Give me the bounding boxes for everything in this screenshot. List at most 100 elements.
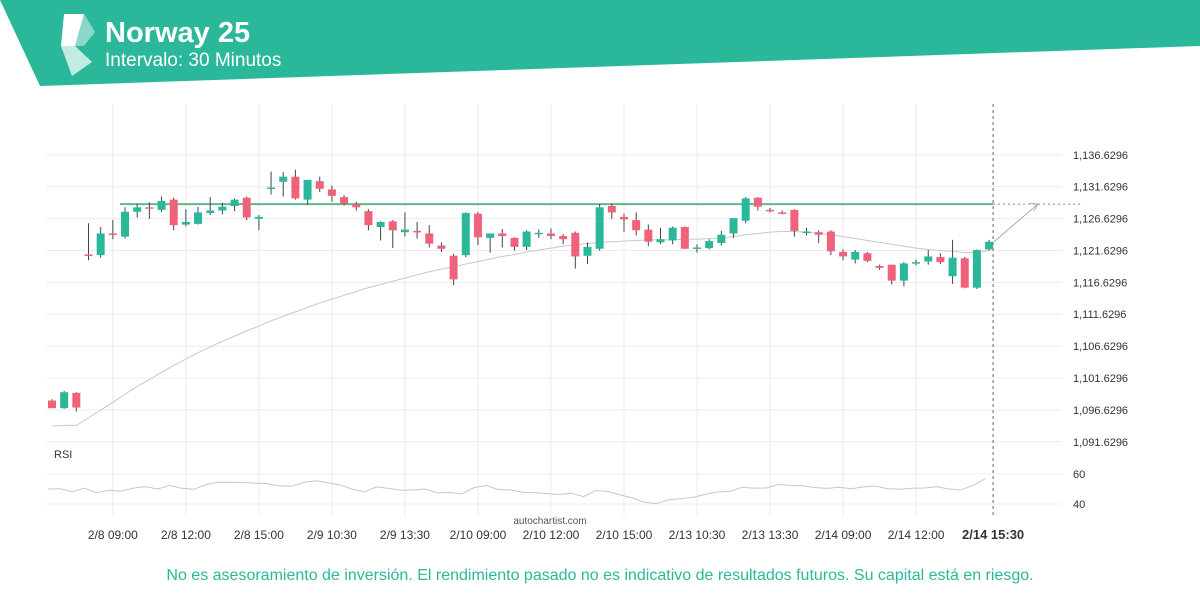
candle-body: [790, 209, 799, 231]
candle-body: [473, 213, 482, 238]
rsi-tick-label: 40: [1073, 499, 1085, 511]
candle-body: [60, 392, 69, 409]
watermark: autochartist.com: [513, 516, 586, 527]
candle-body: [194, 212, 203, 224]
candle-body: [291, 176, 300, 199]
candle-body: [644, 229, 653, 242]
candle-body: [559, 236, 568, 240]
candle-body: [145, 207, 154, 209]
candle-body: [437, 245, 446, 249]
candle-body: [948, 257, 957, 277]
candle-body: [778, 212, 787, 214]
moving-average-line: [51, 231, 990, 427]
grid-lines: [46, 104, 1062, 516]
candle-body: [388, 221, 397, 231]
candle-body: [668, 227, 677, 241]
candle-body: [352, 204, 361, 208]
y-tick-label: 1,121.6296: [1073, 245, 1128, 257]
resistance-level: [120, 202, 1082, 243]
x-tick-label: 2/10 12:00: [523, 528, 580, 542]
banner-background: [0, 0, 1200, 86]
candle-body: [717, 234, 726, 244]
rsi-panel: [47, 478, 986, 505]
candle-body: [546, 233, 555, 236]
candle-body: [729, 218, 738, 234]
candle-body: [766, 209, 775, 212]
moving-average: [51, 231, 990, 427]
candle-body: [583, 246, 592, 256]
page-title: Norway 25: [105, 17, 251, 49]
candle-body: [741, 198, 750, 221]
candle-body: [108, 233, 117, 235]
candle-body: [936, 257, 945, 263]
candle-body: [619, 216, 628, 220]
y-tick-label: 1,136.6296: [1073, 150, 1128, 162]
candle-body: [157, 200, 166, 210]
candle-body: [425, 233, 434, 244]
candle-body: [230, 199, 239, 207]
candle-body: [595, 207, 604, 249]
x-tick-label: 2/9 10:30: [307, 528, 357, 542]
candle-body: [814, 232, 823, 235]
candle-body: [839, 251, 848, 257]
disclaimer: No es asesoramiento de inversión. El ren…: [166, 567, 1034, 584]
projection-arrow: [1029, 202, 1039, 212]
candle-body: [826, 231, 835, 252]
rsi-label: RSI: [54, 449, 72, 461]
price-chart: 1,136.6296 1,131.6296 1,126.6296 1,121.6296…: [46, 104, 1128, 542]
candle-body: [303, 179, 312, 200]
candle-body: [48, 400, 56, 409]
candle-body: [400, 229, 409, 233]
brand-logo-icon: [61, 14, 95, 76]
y-tick-label: 1,126.6296: [1073, 214, 1128, 226]
x-tick-label: 2/13 10:30: [669, 528, 726, 542]
candle-body: [449, 255, 458, 280]
x-tick-label: 2/10 15:00: [596, 528, 653, 542]
candle-body: [680, 227, 689, 249]
candle-body: [242, 197, 251, 218]
candle-body: [607, 206, 616, 213]
y-tick-label: 1,101.6296: [1073, 373, 1128, 385]
y-tick-label: 1,091.6296: [1073, 437, 1128, 449]
y-tick-label: 1,096.6296: [1073, 405, 1128, 417]
candle-body: [510, 237, 519, 247]
candle-body: [693, 247, 702, 249]
candle-body: [486, 233, 495, 238]
x-tick-label: 2/10 09:00: [450, 528, 507, 542]
candle-body: [656, 239, 665, 243]
candle-body: [376, 221, 385, 228]
y-tick-label: 1,111.6296: [1073, 309, 1126, 321]
candle-body: [461, 213, 470, 256]
projection-line: [993, 203, 1039, 243]
y-tick-label: 1,131.6296: [1073, 182, 1128, 194]
candle-body: [279, 176, 288, 182]
candle-body: [498, 233, 507, 236]
page-subtitle: Intervalo: 30 Minutos: [105, 50, 282, 71]
candle-body: [84, 254, 93, 256]
rsi-line: [47, 478, 986, 505]
candle-body: [206, 210, 215, 214]
candle-body: [254, 216, 263, 219]
candle-body: [218, 206, 227, 211]
y-tick-label: 1,106.6296: [1073, 341, 1128, 353]
candle-body: [875, 265, 884, 268]
candle-body: [181, 221, 190, 225]
candle-body: [802, 231, 811, 234]
candle-body: [133, 207, 142, 212]
candle-body: [534, 232, 543, 235]
candle-body: [972, 250, 981, 288]
candle-body: [632, 220, 641, 231]
candle-body: [364, 211, 373, 226]
candle-body: [924, 256, 933, 262]
header-banner: [0, 0, 1200, 86]
candle-body: [413, 230, 422, 233]
x-tick-label: 2/8 15:00: [234, 528, 284, 542]
x-tick-label: 2/14 09:00: [815, 528, 872, 542]
candle-body: [72, 392, 81, 408]
candle-body: [522, 231, 531, 247]
candle-body: [887, 264, 896, 281]
rsi-tick-label: 60: [1073, 469, 1085, 481]
current-time-label: 2/14 15:30: [962, 527, 1024, 542]
candle-body: [851, 251, 860, 260]
y-tick-label: 1,116.6296: [1073, 277, 1127, 289]
